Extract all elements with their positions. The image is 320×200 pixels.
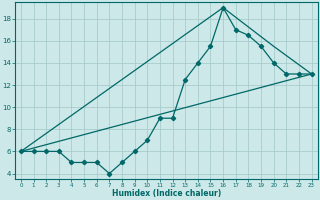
X-axis label: Humidex (Indice chaleur): Humidex (Indice chaleur) <box>112 189 221 198</box>
